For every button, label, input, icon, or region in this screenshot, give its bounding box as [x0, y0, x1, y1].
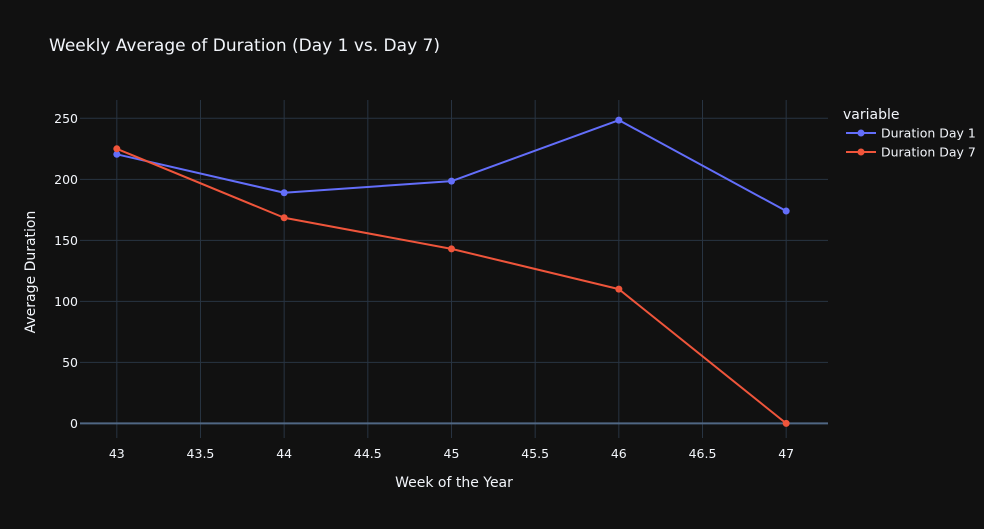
x-axis-title: Week of the Year — [395, 475, 513, 491]
series-1 — [113, 116, 790, 215]
chart-title: Weekly Average of Duration (Day 1 vs. Da… — [49, 36, 440, 56]
legend-item[interactable]: Duration Day 7 — [846, 145, 976, 160]
series-2 — [113, 145, 790, 427]
x-tick-label: 43 — [109, 446, 125, 461]
y-tick-label: 150 — [54, 233, 78, 248]
legend-title: variable — [843, 107, 899, 123]
data-point[interactable] — [113, 145, 121, 153]
data-point[interactable] — [280, 189, 288, 197]
x-tick-label: 46.5 — [689, 446, 717, 461]
data-point[interactable] — [615, 285, 623, 293]
x-tick-label: 47 — [778, 446, 794, 461]
data-point[interactable] — [615, 116, 623, 124]
x-tick-label: 44 — [276, 446, 292, 461]
y-tick-label: 200 — [54, 172, 78, 187]
axes: 43 43.5 44 44.5 45 45.5 46 46.5 47 0 50 100 150 200 25… — [54, 111, 794, 461]
y-tick-label: 0 — [70, 416, 78, 431]
y-axis-title: Average Duration — [23, 211, 39, 334]
data-point[interactable] — [280, 214, 288, 222]
x-tick-label: 46 — [611, 446, 627, 461]
data-point[interactable] — [782, 207, 790, 215]
series-group — [113, 116, 790, 427]
data-point[interactable] — [782, 419, 790, 427]
data-point[interactable] — [113, 150, 121, 158]
y-tick-label: 250 — [54, 111, 78, 126]
y-tick-label: 50 — [62, 355, 78, 370]
x-tick-label: 45.5 — [521, 446, 549, 461]
data-point[interactable] — [447, 177, 455, 185]
legend-swatch-marker — [857, 148, 865, 156]
x-tick-label: 44.5 — [354, 446, 382, 461]
y-tick-label: 100 — [54, 294, 78, 309]
x-tick-label: 45 — [444, 446, 460, 461]
legend-item[interactable]: Duration Day 1 — [846, 126, 976, 141]
legend-swatch-marker — [857, 129, 865, 137]
legend-label: Duration Day 7 — [881, 145, 976, 160]
x-tick-label: 43.5 — [187, 446, 215, 461]
legend-label: Duration Day 1 — [881, 126, 976, 141]
legend[interactable]: variable Duration Day 1 Duration Day 7 — [843, 107, 976, 160]
data-point[interactable] — [447, 245, 455, 253]
